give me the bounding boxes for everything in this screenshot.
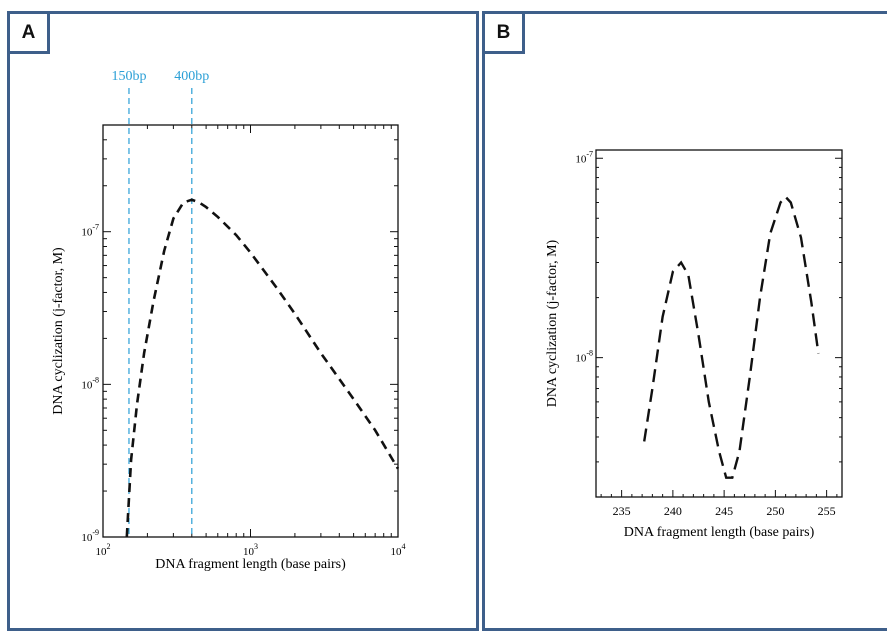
plot-frame-b [595, 149, 843, 498]
x-tick-label-b: 255 [818, 504, 836, 518]
y-tick-label-a-exponent: -9 [92, 528, 99, 537]
x-tick-label-b: 240 [664, 504, 682, 518]
x-tick-label-b: 250 [766, 504, 784, 518]
y-tick-label-a-base: 10 [81, 532, 93, 544]
annotation-label-150bp: 150bp [111, 69, 146, 84]
y-tick-label-a-base: 10 [81, 379, 93, 391]
series-line-b [643, 195, 820, 479]
panel-a: A [7, 11, 479, 631]
x-tick-label-a-exponent: 3 [254, 542, 258, 551]
annotation-label-400bp: 400bp [174, 69, 209, 84]
series-line-a [125, 198, 400, 538]
panel-label-a: A [10, 14, 50, 54]
x-tick-label-a-exponent: 2 [107, 542, 111, 551]
y-tick-label-a-exponent: -7 [92, 223, 99, 232]
y-tick-label-b-base: 10 [575, 153, 587, 165]
y-tick-label-b: 10-8 [575, 349, 593, 365]
y-tick-label-a-exponent: -8 [92, 375, 99, 384]
y-tick-label-b-base: 10 [575, 353, 587, 365]
x-tick-label-b: 235 [613, 504, 631, 518]
x-tick-label-b: 245 [715, 504, 733, 518]
x-tick-label-a: 103 [243, 542, 258, 558]
y-tick-label-b-exponent: -7 [586, 149, 593, 158]
x-tick-label-a-base: 10 [96, 546, 108, 558]
panel-b: B [482, 11, 887, 631]
y-axis-label-a: DNA cyclization (j-factor, M) [51, 247, 66, 415]
x-tick-label-a: 104 [391, 542, 406, 558]
y-axis-label-b: DNA cyclization (j-factor, M) [545, 239, 560, 407]
y-tick-label-a: 10-9 [81, 528, 99, 544]
y-tick-label-a-base: 10 [81, 227, 93, 239]
x-axis-label-a: DNA fragment length (base pairs) [155, 557, 346, 572]
y-tick-label-a: 10-8 [81, 375, 99, 391]
x-tick-label-a: 102 [96, 542, 111, 558]
x-axis-label-b: DNA fragment length (base pairs) [624, 525, 815, 540]
x-tick-label-a-exponent: 4 [402, 542, 406, 551]
panel-label-b: B [485, 14, 525, 54]
x-tick-label-a-base: 10 [391, 546, 403, 558]
y-tick-label-b-exponent: -8 [586, 349, 593, 358]
y-tick-label-a: 10-7 [81, 223, 99, 239]
x-tick-label-a-base: 10 [243, 546, 255, 558]
y-tick-label-b: 10-7 [575, 149, 593, 165]
